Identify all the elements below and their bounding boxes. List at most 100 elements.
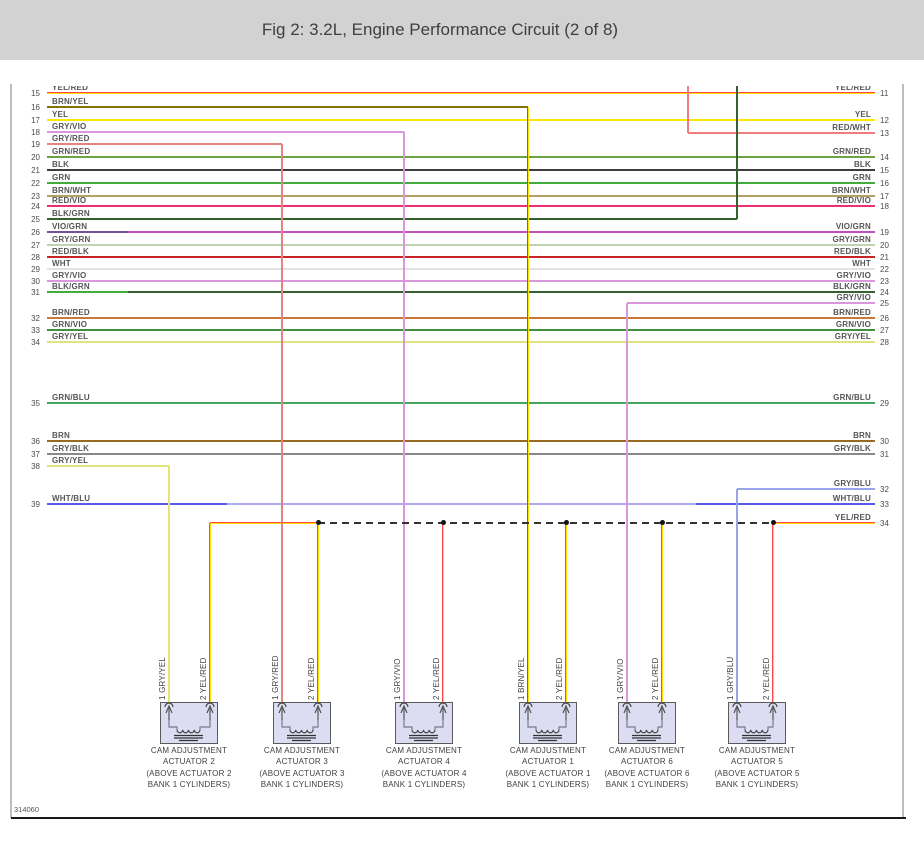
right-wire-label: RED/BLK — [834, 247, 871, 256]
right-pin-number: 21 — [880, 253, 889, 262]
left-pin-number: 36 — [31, 437, 40, 446]
actuator-caption: ACTUATOR 2 — [163, 757, 215, 767]
wire-gry-vio — [626, 303, 628, 702]
wire-wht — [47, 268, 875, 270]
splice-dot — [316, 520, 321, 525]
right-wire-label: GRN — [852, 173, 871, 182]
left-pin-number: 18 — [31, 128, 40, 137]
right-wire-label: BRN — [853, 431, 871, 440]
figure-title: Fig 2: 3.2L, Engine Performance Circuit … — [261, 20, 619, 39]
wire-red-blk — [47, 256, 875, 258]
wire-yel — [47, 119, 875, 121]
right-wire-label: GRY/GRN — [832, 235, 871, 244]
wire-brn-yel — [47, 106, 528, 108]
left-pin-number: 33 — [31, 326, 40, 335]
wire-brn-yel-v — [527, 107, 529, 702]
right-pin-number: 16 — [880, 179, 889, 188]
left-pin-number: 29 — [31, 265, 40, 274]
wire-brn — [47, 440, 875, 442]
left-pin-number: 30 — [31, 277, 40, 286]
actuator-caption: BANK 1 CYLINDERS) — [715, 779, 799, 789]
actuator-pin1-wire-label: 1 BRN/YEL — [517, 657, 526, 700]
left-pin-number: 27 — [31, 241, 40, 250]
right-pin-number: 27 — [880, 326, 889, 335]
wire-brn-wht — [47, 195, 875, 197]
right-pin-number: 15 — [880, 166, 889, 175]
title-bar: Fig 2: 3.2L, Engine Performance Circuit … — [0, 0, 924, 60]
right-pin-number: 31 — [880, 450, 889, 459]
right-pin-number: 32 — [880, 485, 889, 494]
diagram-bottom-border — [11, 817, 906, 819]
actuator-caption: BANK 1 CYLINDERS) — [260, 779, 344, 789]
top-clip-cover — [0, 60, 924, 86]
wire-wht-blu — [696, 503, 875, 505]
actuator-6-box — [618, 702, 676, 744]
wire-gry-blu — [737, 488, 875, 490]
wire-yel-red-v — [317, 523, 319, 702]
right-wire-label: GRN/VIO — [835, 320, 871, 329]
wire-gry-vio — [627, 302, 875, 304]
left-wire-label: GRY/VIO — [52, 271, 87, 280]
wire-gry-vio — [403, 132, 405, 702]
wire-blk-grn-bright — [47, 291, 128, 293]
left-wire-label: GRN/BLU — [52, 393, 90, 402]
left-wire-label: BLK — [52, 160, 70, 169]
actuator-5-box — [728, 702, 786, 744]
wire-vio-grn-alt — [47, 231, 128, 233]
splice-dot — [771, 520, 776, 525]
actuator-caption: ACTUATOR 1 — [522, 757, 574, 767]
wire-blk-grn — [128, 291, 875, 293]
wire-blk — [47, 169, 875, 171]
left-pin-number: 35 — [31, 399, 40, 408]
right-wire-label: YEL/RED — [834, 513, 871, 522]
left-wire-label: GRY/BLK — [52, 444, 90, 453]
bus-dashed-yel-red — [318, 522, 772, 524]
actuator-pin1-wire-label: 1 GRY/RED — [271, 655, 280, 700]
diagram-left-border — [10, 84, 12, 818]
right-pin-number: 11 — [880, 89, 889, 98]
actuator-pin2-wire-label: 2 YEL/RED — [555, 657, 564, 700]
left-pin-number: 17 — [31, 116, 40, 125]
left-wire-label: YEL — [52, 110, 69, 119]
left-wire-label: BRN/RED — [52, 308, 90, 317]
wire-yel-red-v — [661, 523, 663, 702]
actuator-pin1-wire-label: 1 GRY/BLU — [726, 656, 735, 700]
splice-dot — [564, 520, 569, 525]
wire-gry-blu — [736, 489, 738, 702]
left-wire-label: RED/VIO — [52, 196, 87, 205]
wire-yel-red-v — [565, 523, 567, 702]
right-pin-number: 22 — [880, 265, 889, 274]
actuator-caption: ACTUATOR 6 — [621, 757, 673, 767]
right-pin-number: 30 — [880, 437, 889, 446]
actuator-pin2-wire-label: 2 YEL/RED — [307, 657, 316, 700]
actuator-caption: CAM ADJUSTMENT — [150, 746, 228, 755]
right-wire-label: BLK — [853, 160, 871, 169]
actuator-caption: ACTUATOR 3 — [276, 757, 328, 767]
right-wire-label: RED/WHT — [832, 123, 871, 132]
right-pin-number: 20 — [880, 241, 889, 250]
actuator-pin1-wire-label: 1 GRY/VIO — [393, 658, 402, 700]
wire-gry-vio — [47, 280, 875, 282]
actuator-caption: CAM ADJUSTMENT — [509, 746, 587, 755]
left-wire-label: BRN/WHT — [52, 186, 92, 195]
left-pin-number: 15 — [31, 89, 40, 98]
left-pin-number: 20 — [31, 153, 40, 162]
splice-dot — [660, 520, 665, 525]
right-pin-number: 25 — [880, 299, 889, 308]
actuator-caption: (ABOVE ACTUATOR 6 — [604, 768, 690, 778]
left-pin-number: 32 — [31, 314, 40, 323]
right-pin-number: 12 — [880, 116, 889, 125]
actuator-pin1-wire-label: 1 GRY/VIO — [616, 658, 625, 700]
left-wire-label: GRY/YEL — [52, 332, 89, 341]
actuator-pin2-wire-label: 2 YEL/RED — [199, 657, 208, 700]
left-wire-label: BLK/GRN — [52, 209, 90, 218]
right-pin-number: 33 — [880, 500, 889, 509]
left-pin-number: 16 — [31, 103, 40, 112]
right-wire-label: GRY/BLK — [833, 444, 871, 453]
diagram-code: 314060 — [14, 805, 40, 814]
wire-gry-yel — [47, 465, 169, 467]
right-wire-label: BLK/GRN — [833, 282, 871, 291]
left-pin-number: 34 — [31, 338, 40, 347]
left-wire-label: GRY/GRN — [52, 235, 91, 244]
